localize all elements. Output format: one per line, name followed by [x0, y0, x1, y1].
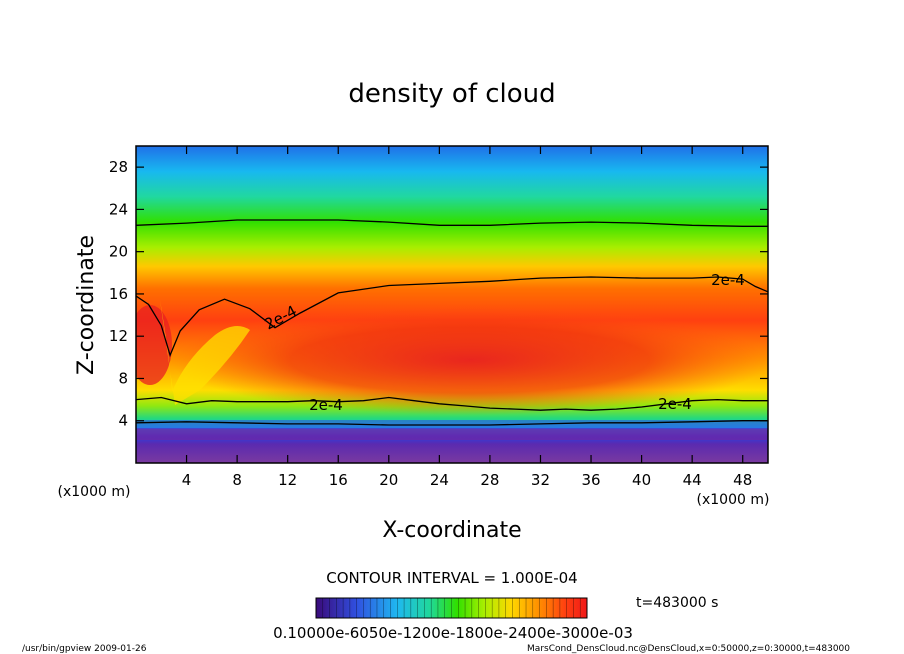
colorbar-labels: 0.10000e-6050e-1200e-1800e-2400e-3000e-0… — [273, 624, 633, 642]
x-tick-label: 28 — [480, 471, 499, 489]
x-unit: (x1000 m) — [697, 492, 770, 508]
footer-left: /usr/bin/gpview 2009-01-26 — [22, 644, 147, 654]
contour-interval: CONTOUR INTERVAL = 1.000E-04 — [326, 569, 577, 587]
footer-right: MarsCond_DensCloud.nc@DensCloud,x=0:5000… — [527, 644, 850, 654]
contour-label: 2e-4 — [711, 271, 745, 289]
y-axis-label: Z-coordinate — [74, 235, 99, 375]
x-tick-label: 32 — [531, 471, 550, 489]
x-tick-label: 20 — [379, 471, 398, 489]
plot-area — [136, 146, 768, 463]
chart-title: density of cloud — [348, 79, 555, 109]
y-unit: (x1000 m) — [58, 484, 131, 500]
contour-label: 2e-4 — [658, 395, 692, 413]
x-axis: 4 8 12 16 20 24 28 32 36 40 44 48 — [182, 146, 752, 489]
bottom-band — [136, 428, 768, 440]
x-tick-label: 4 — [182, 471, 192, 489]
y-tick-label: 12 — [109, 327, 128, 345]
contour-upper-isoline — [136, 219, 768, 227]
x-tick-label: 16 — [329, 471, 348, 489]
x-tick-label: 48 — [733, 471, 752, 489]
y-tick-label: 8 — [118, 369, 128, 387]
contour-2e-4-bottom — [136, 396, 768, 411]
x-axis-label: X-coordinate — [382, 518, 521, 543]
y-tick-label: 16 — [109, 285, 128, 303]
cloud-core-left — [136, 305, 172, 385]
colorbar-ticks — [322, 598, 581, 618]
cloud-notch — [160, 300, 250, 405]
contour-lines — [136, 219, 768, 426]
y-axis: 4 8 12 16 20 24 28 — [109, 158, 768, 430]
x-tick-label: 12 — [278, 471, 297, 489]
field-background — [136, 146, 768, 463]
contour-label: 2e-4 — [309, 396, 343, 414]
y-tick-label: 20 — [109, 243, 128, 261]
x-tick-label: 24 — [430, 471, 449, 489]
contour-base-isoline — [136, 420, 768, 426]
y-tick-label: 24 — [109, 200, 128, 218]
contour-2e-4-top — [136, 276, 768, 358]
y-tick-label: 28 — [109, 158, 128, 176]
x-tick-label: 40 — [632, 471, 651, 489]
cloud-core — [170, 305, 768, 415]
y-tick-label: 4 — [118, 412, 128, 430]
plot-frame — [135, 145, 769, 464]
time-label: t=483000 s — [636, 595, 718, 611]
x-tick-label: 8 — [232, 471, 242, 489]
x-tick-label: 44 — [683, 471, 702, 489]
x-tick-label: 36 — [581, 471, 600, 489]
